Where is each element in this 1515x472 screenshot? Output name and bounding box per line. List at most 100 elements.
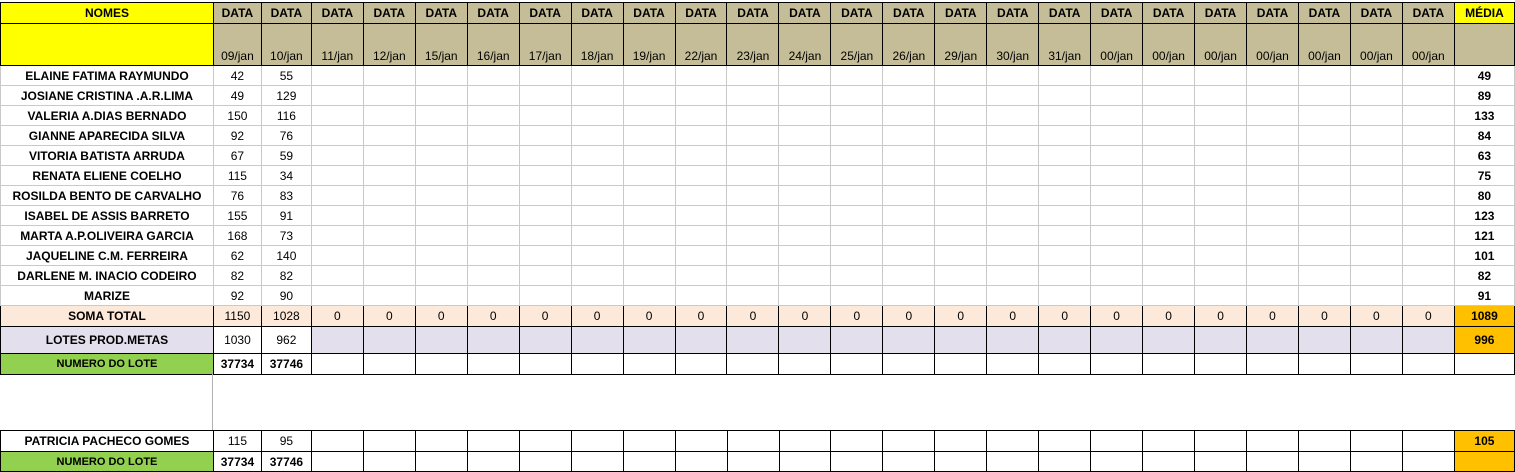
empty-cell[interactable] — [830, 165, 884, 186]
empty-cell[interactable] — [518, 105, 572, 126]
empty-cell[interactable] — [986, 65, 1040, 86]
empty-cell[interactable] — [362, 285, 416, 306]
empty-cell[interactable] — [1349, 165, 1403, 186]
empty-cell[interactable] — [1194, 65, 1248, 86]
empty-cell[interactable] — [466, 285, 520, 306]
empty-cell[interactable] — [518, 125, 572, 146]
empty-cell[interactable] — [674, 85, 728, 106]
empty-cell[interactable] — [726, 65, 780, 86]
empty-cell[interactable] — [310, 265, 364, 286]
value-cell[interactable]: 155 — [212, 205, 262, 226]
empty-cell[interactable] — [934, 185, 988, 206]
empty-cell[interactable] — [1194, 105, 1248, 126]
empty-cell[interactable] — [726, 145, 780, 166]
empty-cell[interactable] — [1194, 125, 1248, 146]
empty-cell[interactable] — [726, 430, 780, 452]
empty-cell[interactable] — [414, 205, 468, 226]
empty-cell[interactable] — [1246, 105, 1299, 126]
empty-cell[interactable] — [1246, 185, 1299, 206]
empty-cell[interactable] — [778, 245, 832, 266]
empty-cell[interactable] — [518, 165, 572, 186]
empty-cell[interactable] — [1349, 225, 1403, 246]
empty-cell[interactable] — [414, 145, 468, 166]
empty-cell[interactable] — [778, 165, 832, 186]
value-cell[interactable]: 73 — [260, 225, 312, 246]
empty-cell[interactable] — [570, 165, 624, 186]
empty-cell[interactable] — [830, 185, 884, 206]
empty-cell[interactable] — [1090, 125, 1144, 146]
empty-cell[interactable] — [1297, 65, 1351, 86]
empty-cell[interactable] — [362, 225, 416, 246]
empty-cell[interactable] — [466, 125, 520, 146]
empty-cell[interactable] — [414, 125, 468, 146]
value-cell[interactable]: 76 — [260, 125, 312, 146]
empty-cell[interactable] — [1038, 125, 1092, 146]
empty-cell[interactable] — [1142, 265, 1196, 286]
empty-cell[interactable] — [1401, 105, 1455, 126]
empty-cell[interactable] — [310, 145, 364, 166]
empty-cell[interactable] — [414, 165, 468, 186]
empty-cell[interactable] — [1142, 105, 1196, 126]
empty-cell[interactable] — [778, 125, 832, 146]
empty-cell[interactable] — [570, 105, 624, 126]
empty-cell[interactable] — [986, 145, 1040, 166]
empty-cell[interactable] — [1090, 265, 1144, 286]
empty-cell[interactable] — [362, 245, 416, 266]
empty-cell[interactable] — [414, 85, 468, 106]
empty-cell[interactable] — [466, 245, 520, 266]
empty-cell[interactable] — [1038, 145, 1092, 166]
empty-cell[interactable] — [778, 65, 832, 86]
empty-cell[interactable] — [414, 105, 468, 126]
empty-cell[interactable] — [726, 285, 780, 306]
empty-cell[interactable] — [1090, 65, 1144, 86]
empty-cell[interactable] — [1246, 265, 1299, 286]
value-cell[interactable]: 82 — [212, 265, 262, 286]
empty-cell[interactable] — [1401, 125, 1455, 146]
empty-cell[interactable] — [362, 85, 416, 106]
empty-cell[interactable] — [1194, 265, 1248, 286]
empty-cell[interactable] — [1090, 85, 1144, 106]
empty-cell[interactable] — [1297, 145, 1351, 166]
empty-cell[interactable] — [1194, 165, 1248, 186]
value-cell[interactable]: 92 — [212, 125, 262, 146]
empty-cell[interactable] — [362, 65, 416, 86]
empty-cell[interactable] — [622, 430, 676, 452]
empty-cell[interactable] — [986, 85, 1040, 106]
value-cell[interactable]: 34 — [260, 165, 312, 186]
empty-cell[interactable] — [1349, 285, 1403, 306]
empty-cell[interactable] — [1246, 65, 1299, 86]
empty-cell[interactable] — [362, 205, 416, 226]
empty-cell[interactable] — [726, 225, 780, 246]
empty-cell[interactable] — [518, 225, 572, 246]
empty-cell[interactable] — [622, 245, 676, 266]
empty-cell[interactable] — [882, 105, 936, 126]
empty-cell[interactable] — [778, 225, 832, 246]
empty-cell[interactable] — [466, 185, 520, 206]
empty-cell[interactable] — [1246, 205, 1299, 226]
empty-cell[interactable] — [1349, 205, 1403, 226]
empty-cell[interactable] — [1090, 185, 1144, 206]
empty-cell[interactable] — [674, 205, 728, 226]
empty-cell[interactable] — [310, 245, 364, 266]
empty-cell[interactable] — [1194, 285, 1248, 306]
empty-cell[interactable] — [882, 245, 936, 266]
empty-cell[interactable] — [310, 225, 364, 246]
empty-cell[interactable] — [310, 85, 364, 106]
value-cell[interactable]: 76 — [212, 185, 262, 206]
value-cell[interactable]: 67 — [212, 145, 262, 166]
empty-cell[interactable] — [466, 145, 520, 166]
empty-cell[interactable] — [674, 245, 728, 266]
empty-cell[interactable] — [414, 285, 468, 306]
value-cell[interactable]: 49 — [212, 85, 262, 106]
empty-cell[interactable] — [674, 265, 728, 286]
empty-cell[interactable] — [622, 265, 676, 286]
empty-cell[interactable] — [882, 125, 936, 146]
empty-cell[interactable] — [1090, 285, 1144, 306]
empty-cell[interactable] — [1349, 65, 1403, 86]
empty-cell[interactable] — [882, 265, 936, 286]
empty-cell[interactable] — [674, 145, 728, 166]
empty-cell[interactable] — [1349, 245, 1403, 266]
empty-cell[interactable] — [778, 85, 832, 106]
empty-cell[interactable] — [830, 430, 884, 452]
empty-cell[interactable] — [1142, 205, 1196, 226]
